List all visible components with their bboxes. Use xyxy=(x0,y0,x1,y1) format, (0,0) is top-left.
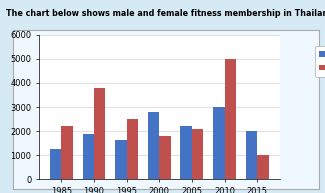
Bar xyxy=(148,112,159,179)
Text: The chart below shows male and female fitness membership in Thailand between 198: The chart below shows male and female fi… xyxy=(6,9,325,19)
Bar xyxy=(180,126,192,179)
Bar xyxy=(61,126,73,179)
Bar xyxy=(225,59,236,179)
Bar xyxy=(159,136,171,179)
Bar xyxy=(83,134,94,179)
Bar xyxy=(94,88,105,179)
Bar xyxy=(50,149,61,179)
Legend: Women, Men: Women, Men xyxy=(315,46,325,77)
Bar xyxy=(257,155,268,179)
Bar xyxy=(127,119,138,179)
Bar xyxy=(192,129,203,179)
Bar xyxy=(213,107,225,179)
Bar xyxy=(115,140,127,179)
Bar xyxy=(246,131,257,179)
